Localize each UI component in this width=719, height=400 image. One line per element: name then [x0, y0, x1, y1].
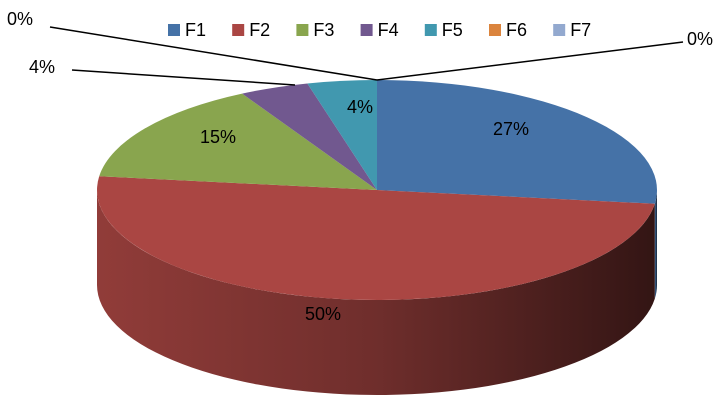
- legend-swatch: [296, 24, 309, 36]
- legend-label: F3: [313, 20, 334, 40]
- data-label: 4%: [29, 57, 55, 77]
- slice-side: [97, 190, 655, 395]
- leader-line: [49, 26, 378, 81]
- slice: [307, 80, 377, 190]
- data-label: 50%: [305, 304, 341, 324]
- legend-swatch: [553, 24, 566, 36]
- data-label: 15%: [200, 127, 236, 147]
- legend-label: F1: [185, 20, 206, 40]
- legend-label: F5: [442, 20, 463, 40]
- data-label: 27%: [493, 119, 529, 139]
- slice: [242, 83, 377, 190]
- slice-side: [654, 190, 657, 299]
- slice: [377, 80, 657, 204]
- legend-label: F6: [506, 20, 527, 40]
- legend-label: F7: [570, 20, 591, 40]
- data-label: 0%: [687, 29, 713, 49]
- legend-label: F4: [378, 20, 399, 40]
- legend-label: F2: [249, 20, 270, 40]
- legend-swatch: [168, 24, 180, 36]
- legend-swatch: [232, 24, 245, 36]
- leader-line: [376, 41, 684, 81]
- slice: [99, 93, 377, 190]
- leader-line: [71, 69, 296, 86]
- legend-swatch: [489, 24, 501, 36]
- slice: [97, 176, 655, 300]
- legend-swatch: [424, 24, 437, 36]
- legend-swatch: [360, 24, 373, 36]
- data-label: 0%: [7, 9, 33, 29]
- data-label: 4%: [347, 97, 373, 117]
